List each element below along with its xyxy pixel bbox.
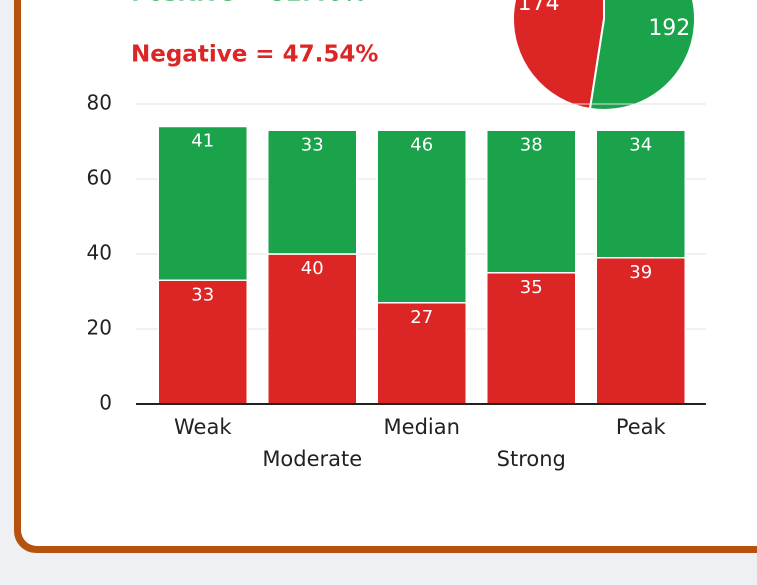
- bar-label: 39: [629, 262, 652, 283]
- x-tick-label: Median: [384, 415, 460, 439]
- bar-label: 34: [629, 134, 652, 155]
- y-tick-label: 0: [99, 391, 112, 415]
- bar-segment: [157, 125, 248, 281]
- bar-segment: [157, 279, 248, 405]
- y-tick-label: 20: [87, 316, 112, 340]
- bar-label: 46: [410, 134, 433, 155]
- bar-label: 35: [520, 277, 543, 298]
- x-tick-label: Strong: [497, 447, 566, 471]
- pie-slice: [512, 0, 605, 111]
- pie-chart: Positive = 52.46% Negative = 47.54% 174 192: [131, 0, 696, 111]
- bar-label: 40: [301, 258, 324, 279]
- pie-slice: [588, 0, 696, 111]
- slice-label: 192: [648, 16, 690, 41]
- bar-segment: [486, 129, 577, 274]
- bar-label: 41: [191, 131, 214, 152]
- y-tick-label: 80: [87, 91, 112, 115]
- bar-segment: [376, 129, 467, 304]
- bar-label: 27: [410, 307, 433, 328]
- y-tick-label: 60: [87, 166, 112, 190]
- x-tick-label: Weak: [174, 415, 232, 439]
- bar-segment: [595, 257, 686, 405]
- bar-segment: [595, 129, 686, 259]
- x-tick-label: Moderate: [262, 447, 362, 471]
- bar-segment: [267, 129, 358, 255]
- bar-segment: [486, 272, 577, 405]
- bar-label: 33: [301, 134, 324, 155]
- y-tick-label: 40: [87, 241, 112, 265]
- bar-label: 33: [191, 284, 214, 305]
- x-tick-label: Peak: [616, 415, 667, 439]
- summary-text: Positive = 52.46%: [131, 0, 366, 7]
- bar-label: 38: [520, 134, 543, 155]
- bar-chart: 0 20 40 60 80 Weak 33 41 Moderate 40 33 Median 27 46 S…: [87, 91, 706, 471]
- summary-text: Negative = 47.54%: [131, 42, 378, 68]
- slice-label: 174: [518, 0, 560, 16]
